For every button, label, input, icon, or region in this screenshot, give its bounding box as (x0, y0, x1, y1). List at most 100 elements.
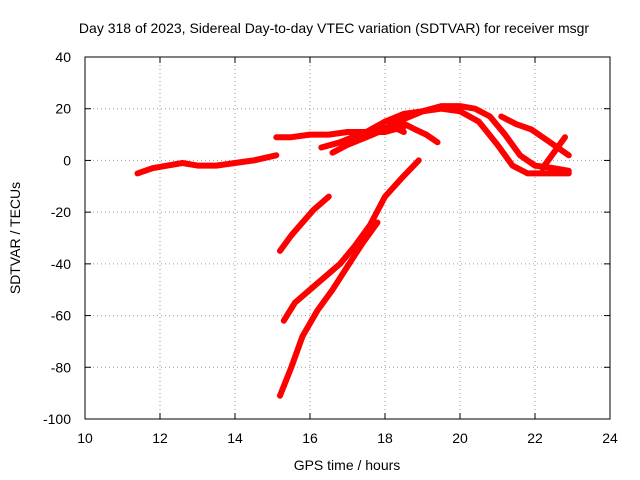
data-point (543, 137, 549, 143)
data-point (345, 129, 350, 135)
data-point (566, 152, 572, 158)
data-point (401, 173, 407, 179)
data-point (300, 333, 305, 339)
data-point (195, 163, 200, 169)
series-group (134, 103, 572, 399)
data-point (281, 318, 287, 324)
data-point (326, 194, 332, 200)
data-point (502, 132, 508, 138)
x-tick-label: 14 (227, 430, 243, 446)
x-tick-label: 10 (77, 430, 93, 446)
data-point (213, 163, 219, 169)
data-point (232, 160, 238, 166)
data-point (562, 134, 568, 140)
y-tick-label: -20 (51, 204, 71, 220)
y-tick-label: 0 (63, 152, 71, 168)
data-point (360, 240, 365, 246)
y-tick-label: -80 (51, 359, 71, 375)
x-tick-label: 12 (152, 430, 168, 446)
plot-frame (84, 56, 611, 420)
chart-title: Day 318 of 2023, Sidereal Day-to-day VTE… (79, 20, 589, 36)
series-line-arc-5 (277, 219, 381, 399)
data-point (457, 103, 463, 109)
data-point (397, 119, 403, 125)
data-point (307, 287, 313, 293)
data-point (476, 119, 482, 125)
data-point (495, 142, 500, 148)
data-point (277, 248, 283, 254)
y-tick-label: -60 (51, 308, 71, 324)
x-tick-label: 18 (377, 430, 393, 446)
x-tick-label: 22 (527, 430, 543, 446)
axis-ticks: 10 12 14 16 18 20 22 24 -100 -80 -60 -40 -20 0 20 40 (43, 49, 618, 446)
data-point (307, 132, 313, 138)
data-point (150, 165, 155, 171)
data-point (363, 134, 369, 140)
data-point (423, 132, 429, 138)
data-point (382, 119, 388, 125)
data-point (180, 160, 185, 166)
data-point (300, 220, 305, 225)
data-point (435, 139, 440, 145)
data-point (363, 129, 369, 135)
series-line-arc-4 (280, 157, 422, 324)
data-point (322, 274, 328, 280)
data-point (382, 194, 388, 200)
y-tick-label: 40 (55, 49, 71, 65)
data-point (326, 132, 332, 138)
y-tick-label: 20 (55, 101, 71, 117)
data-point (420, 108, 425, 114)
data-point (273, 134, 279, 140)
data-point (337, 139, 343, 145)
data-point (318, 145, 324, 150)
data-point (457, 108, 463, 114)
data-point (382, 126, 388, 132)
data-point (165, 163, 170, 169)
x-axis-label: GPS time / hours (294, 457, 401, 473)
data-point (551, 150, 557, 156)
data-point (288, 134, 294, 140)
data-point (337, 261, 343, 267)
x-tick-label: 20 (452, 430, 468, 446)
grid (85, 57, 610, 419)
y-tick-label: -40 (51, 256, 71, 272)
data-point (438, 106, 444, 112)
data-point (528, 126, 534, 132)
data-point (288, 364, 294, 370)
data-point (311, 207, 317, 213)
data-point (566, 170, 572, 176)
data-point (375, 220, 380, 225)
data-point (416, 157, 422, 163)
data-point (352, 243, 358, 249)
data-point (273, 152, 279, 158)
data-point (135, 170, 140, 176)
data-point (292, 300, 298, 306)
data-point (513, 121, 519, 127)
data-point (251, 157, 257, 163)
data-point (288, 232, 294, 238)
data-point (345, 137, 350, 143)
data-point (555, 170, 560, 176)
y-axis-label: SDTVAR / TECUs (7, 182, 23, 294)
data-point (330, 287, 335, 293)
data-point (551, 165, 557, 171)
data-point (401, 111, 407, 117)
data-point (345, 263, 350, 269)
data-point (540, 165, 545, 171)
data-point (498, 114, 504, 119)
data-point (540, 170, 545, 176)
x-tick-label: 24 (602, 430, 618, 446)
data-point (277, 393, 283, 399)
series-line-arc-1 (134, 152, 280, 177)
data-point (412, 126, 418, 132)
data-point (517, 152, 523, 158)
data-point (532, 163, 538, 169)
data-point (510, 163, 515, 169)
data-point (472, 106, 478, 112)
data-point (401, 129, 407, 135)
y-tick-label: -100 (43, 411, 71, 427)
data-point (487, 114, 493, 119)
x-tick-label: 16 (302, 430, 318, 446)
data-point (315, 307, 320, 313)
